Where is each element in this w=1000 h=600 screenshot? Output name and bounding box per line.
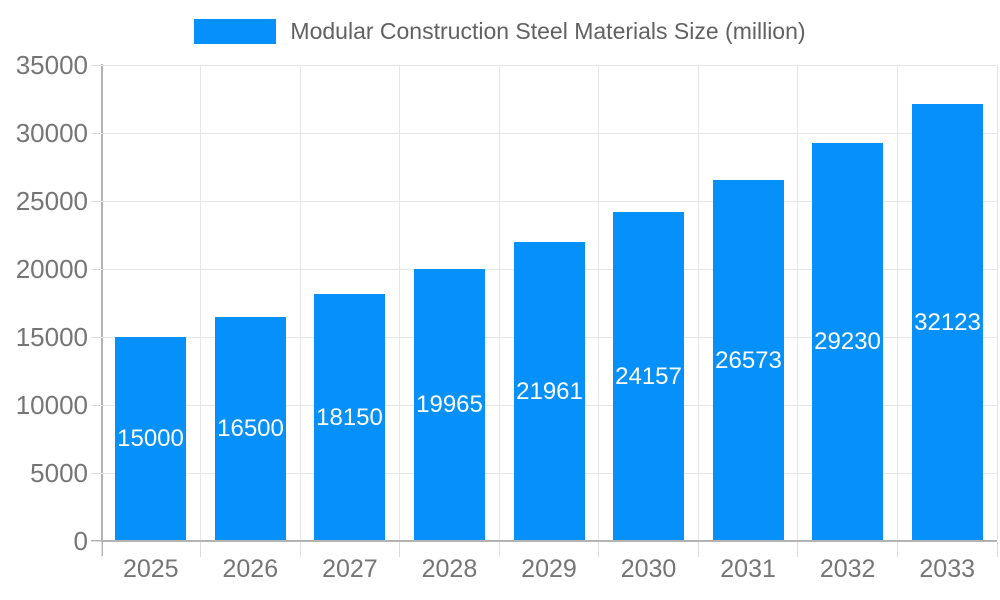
bar[interactable]: 19965 [414,269,485,541]
y-axis-label: 30000 [15,118,88,148]
x-axis-label: 2030 [620,555,677,583]
legend-label: Modular Construction Steel Materials Siz… [290,18,806,44]
y-axis-label: 0 [73,526,88,556]
bar-value-label: 19965 [416,391,483,418]
x-axis-label: 2026 [222,555,279,583]
gridline-v [200,65,202,541]
x-tick-mark [100,542,102,557]
plot-area: 15000 16500 18150 19965 21961 24157 26573 29230… [101,64,998,541]
y-tick-mark [91,64,101,66]
bar-value-label: 26573 [715,346,782,374]
gridline-v [498,65,500,541]
x-tick-mark [299,542,301,557]
x-axis-line [91,540,997,542]
y-axis-label: 25000 [15,186,88,216]
x-tick-mark [399,542,401,557]
x-axis-label: 2027 [322,555,378,583]
gridline-v [697,65,699,541]
y-tick-mark [91,268,101,270]
chart-legend: Modular Construction Steel Materials Siz… [0,18,1000,45]
gridline-v [797,65,799,541]
gridline-h [101,64,997,66]
legend-swatch-icon [194,19,277,44]
bar[interactable]: 21961 [514,242,585,541]
y-axis-line [101,64,103,556]
bar[interactable]: 18150 [314,294,385,541]
bar[interactable]: 29230 [812,143,883,541]
y-axis-label: 5000 [30,458,88,488]
x-tick-mark [896,542,898,557]
x-tick-mark [598,542,600,557]
x-tick-mark [996,542,998,557]
y-axis-label: 15000 [15,322,88,352]
bar-value-label: 32123 [914,308,981,336]
x-tick-mark [797,542,799,557]
bar[interactable]: 24157 [613,212,684,541]
bar[interactable]: 26573 [713,180,784,541]
bar-value-label: 16500 [217,415,284,442]
bar-value-label: 21961 [516,377,583,405]
x-axis-label: 2028 [421,555,478,583]
y-axis-label: 10000 [15,390,88,420]
x-tick-mark [498,542,500,557]
gridline-v [399,65,401,541]
y-tick-mark [91,132,101,134]
x-axis-label: 2033 [919,555,976,583]
y-tick-mark [91,472,101,474]
x-axis-label: 2031 [720,555,776,583]
bar[interactable]: 16500 [215,317,286,541]
gridline-v [299,65,301,541]
y-axis-label: 20000 [15,254,88,284]
x-tick-mark [697,542,699,557]
gridline-v [996,65,998,541]
y-axis-label: 35000 [15,50,88,80]
x-axis-label: 2032 [819,555,876,583]
y-tick-mark [91,540,101,542]
legend-item[interactable]: Modular Construction Steel Materials Siz… [194,18,806,45]
bar-value-label: 18150 [316,403,383,431]
x-tick-mark [200,542,202,557]
bar[interactable]: 32123 [912,104,983,541]
gridline-v [896,65,898,541]
bar[interactable]: 15000 [115,337,186,541]
bar-value-label: 15000 [117,425,184,452]
y-tick-mark [91,336,101,338]
y-tick-mark [91,200,101,202]
gridline-h [101,132,997,134]
gridline-v [598,65,600,541]
x-axis-label: 2029 [521,555,577,583]
gridline-h [101,200,997,202]
bar-value-label: 29230 [814,328,881,355]
y-tick-mark [91,404,101,406]
x-axis-label: 2025 [122,555,179,583]
bar-value-label: 24157 [615,362,682,390]
